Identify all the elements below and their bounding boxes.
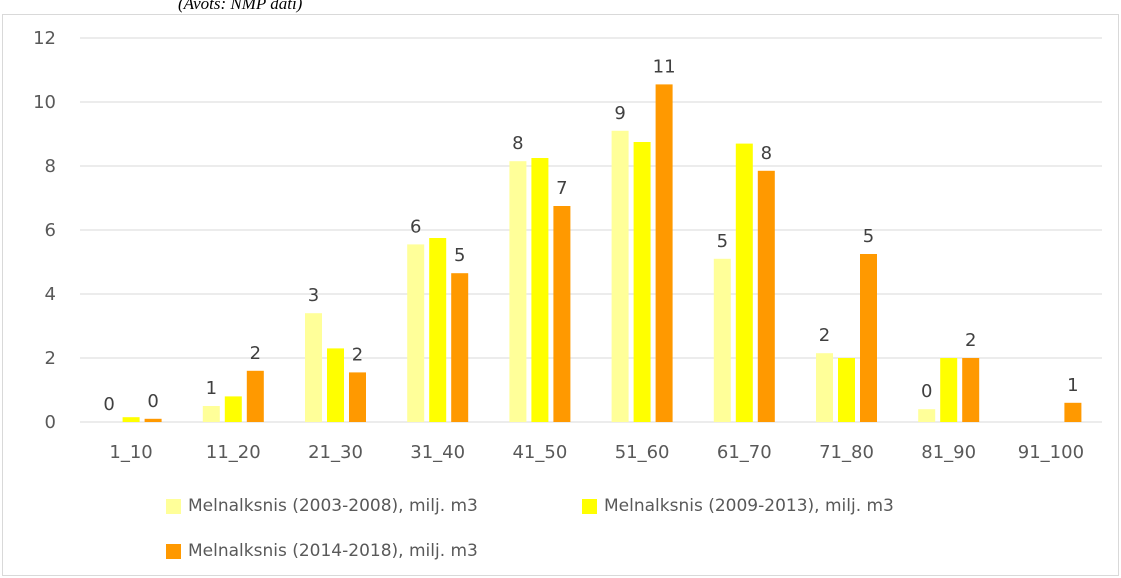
bar <box>713 258 731 422</box>
x-tick-label: 1_10 <box>109 442 152 463</box>
data-label: 2 <box>352 344 363 365</box>
bar <box>429 238 447 422</box>
data-label: 5 <box>863 226 874 247</box>
x-tick-label: 31_40 <box>410 442 465 463</box>
bar <box>531 158 549 422</box>
bar <box>735 143 753 422</box>
bar <box>144 418 162 422</box>
data-label: 0 <box>147 391 158 412</box>
data-label: 7 <box>556 178 567 199</box>
bar <box>202 406 220 422</box>
y-tick-label: 12 <box>33 28 56 49</box>
bar <box>1064 402 1082 422</box>
bar <box>509 161 527 422</box>
x-tick-label: 71_80 <box>819 442 874 463</box>
bar <box>122 417 140 422</box>
y-axis-labels: 0 2 4 6 8 10 12 <box>33 28 56 433</box>
x-tick-label: 11_20 <box>206 442 261 463</box>
x-axis-labels: 1_10 11_20 21_30 31_40 41_50 51_60 61_70 71_80 8… <box>109 442 1084 463</box>
bar <box>305 313 322 422</box>
y-tick-label: 10 <box>33 92 56 113</box>
bars <box>122 84 1082 423</box>
data-labels: 0 0 1 2 3 2 6 5 8 7 9 11 5 8 2 5 0 2 1 <box>103 56 1078 415</box>
data-label: 0 <box>103 394 114 415</box>
bar <box>838 358 855 422</box>
bar <box>633 142 651 422</box>
bar <box>918 409 936 422</box>
y-tick-label: 6 <box>45 220 56 241</box>
y-tick-label: 4 <box>45 284 56 305</box>
bar <box>451 273 469 422</box>
data-label: 2 <box>965 330 976 351</box>
bar <box>655 84 673 423</box>
data-label: 8 <box>512 133 523 154</box>
data-label: 6 <box>410 216 421 237</box>
bar <box>246 370 264 422</box>
bar <box>962 358 980 422</box>
data-label: 5 <box>717 231 728 252</box>
data-label: 8 <box>761 143 772 164</box>
y-tick-label: 2 <box>45 348 56 369</box>
data-label: 11 <box>653 56 676 77</box>
data-label: 1 <box>1067 375 1078 396</box>
x-tick-label: 21_30 <box>308 442 363 463</box>
data-label: 0 <box>921 381 932 402</box>
chart-caption: (Avots: NMP dati) <box>178 0 303 13</box>
bar <box>553 206 571 422</box>
bar <box>816 353 833 422</box>
data-label: 2 <box>250 343 261 364</box>
x-tick-label: 91_100 <box>1018 442 1084 463</box>
data-label: 3 <box>308 285 319 306</box>
x-tick-label: 51_60 <box>615 442 670 463</box>
data-label: 9 <box>614 103 625 124</box>
bar <box>757 170 775 422</box>
data-label: 2 <box>819 325 830 346</box>
bar <box>860 254 877 422</box>
y-tick-label: 8 <box>45 156 56 177</box>
bar <box>327 348 344 422</box>
data-label: 1 <box>206 378 217 399</box>
bar <box>349 372 366 422</box>
x-tick-label: 61_70 <box>717 442 772 463</box>
chart-frame <box>2 14 1119 576</box>
bar <box>611 130 629 423</box>
data-label: 5 <box>454 245 465 266</box>
bar <box>940 358 958 422</box>
bar <box>407 244 425 422</box>
y-tick-label: 0 <box>45 412 56 433</box>
x-tick-label: 81_90 <box>921 442 976 463</box>
x-tick-label: 41_50 <box>512 442 567 463</box>
bar <box>224 396 242 422</box>
